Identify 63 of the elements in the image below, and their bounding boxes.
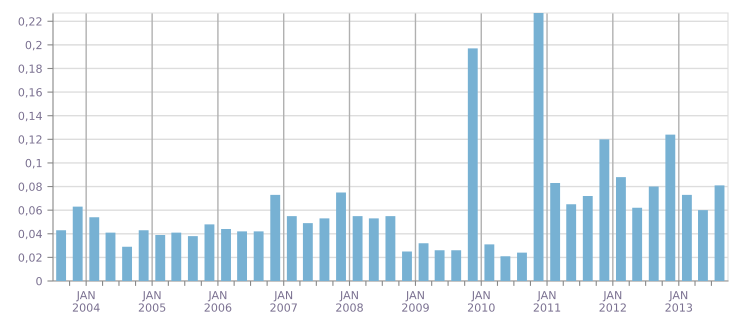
- x-tick-label: JAN 2008: [336, 291, 363, 312]
- bar: [632, 208, 642, 281]
- x-tick-label: JAN 2012: [600, 291, 626, 312]
- bar: [155, 234, 166, 281]
- bar: [237, 231, 248, 281]
- x-tick-label: JAN 2010: [468, 291, 495, 312]
- bar: [434, 250, 445, 281]
- y-tick-label: 0,12: [18, 135, 42, 145]
- bar: [188, 236, 198, 281]
- bar: [582, 196, 593, 281]
- x-tick-label: JAN 2006: [204, 291, 232, 312]
- bar: [451, 250, 462, 281]
- y-tick-label: 0,08: [18, 182, 42, 192]
- bar: [385, 216, 396, 281]
- y-tick-label: 0,06: [18, 206, 42, 216]
- y-tick-label: 0,1: [26, 158, 42, 168]
- y-tick-label: 0: [36, 276, 42, 286]
- x-tick-label: JAN 2004: [72, 291, 100, 312]
- x-tick-label: JAN 2013: [665, 291, 692, 312]
- bar: [138, 230, 149, 281]
- y-tick-label: 0,22: [18, 17, 42, 27]
- bar: [566, 204, 576, 281]
- bar: [368, 218, 379, 281]
- bar: [484, 244, 494, 281]
- y-tick-label: 0,2: [26, 40, 42, 50]
- bar: [402, 251, 412, 281]
- bar: [106, 232, 116, 281]
- bar: [270, 194, 280, 281]
- bar: [648, 186, 659, 281]
- bar: [599, 139, 610, 281]
- bar: [122, 246, 132, 281]
- bar: [682, 194, 692, 281]
- bar: [221, 229, 231, 281]
- bar: [534, 13, 544, 281]
- bar: [500, 256, 510, 281]
- bar: [665, 134, 676, 281]
- bar: [171, 232, 182, 281]
- bar: [56, 230, 66, 281]
- bar: [336, 192, 346, 281]
- x-tick-label: JAN 2007: [270, 291, 297, 312]
- y-tick-label: 0,04: [18, 230, 42, 240]
- y-tick-label: 0,02: [18, 253, 42, 263]
- bar: [352, 216, 363, 281]
- bar: [616, 177, 626, 281]
- bar: [698, 210, 708, 281]
- bar: [550, 183, 560, 281]
- x-tick-label: JAN 2009: [402, 291, 429, 312]
- bar: [286, 216, 297, 281]
- x-tick-label: JAN 2011: [534, 291, 560, 312]
- y-tick-label: 0,18: [18, 64, 42, 74]
- bar: [254, 231, 264, 281]
- bar: [418, 243, 429, 281]
- bar: [517, 252, 527, 281]
- y-tick-label: 0,14: [18, 112, 42, 122]
- bar: [72, 206, 83, 281]
- bar: [320, 218, 330, 281]
- bar: [89, 217, 100, 281]
- bar: [714, 185, 724, 281]
- bar: [302, 223, 313, 281]
- y-tick-label: 0,16: [18, 88, 42, 98]
- bar: [204, 224, 214, 281]
- bar: [468, 48, 478, 281]
- x-tick-label: JAN 2005: [138, 291, 166, 312]
